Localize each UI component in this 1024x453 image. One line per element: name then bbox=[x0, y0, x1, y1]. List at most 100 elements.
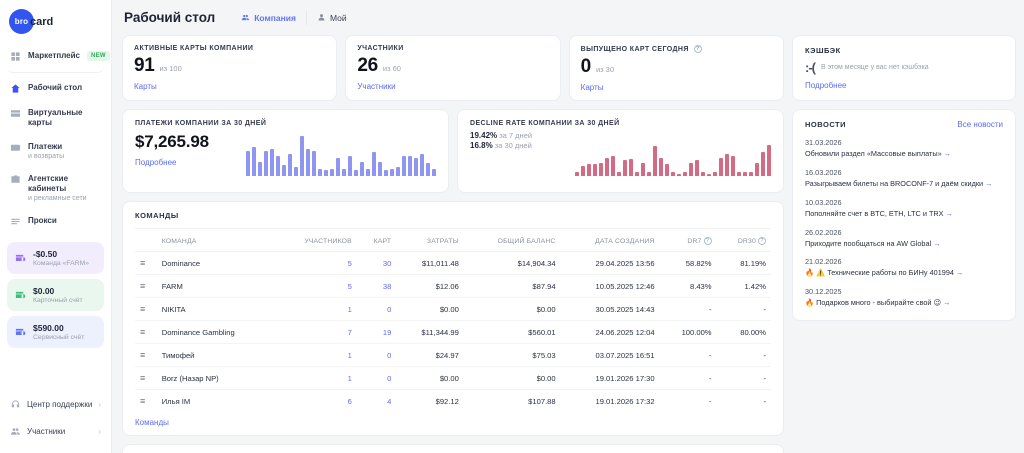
stat-suffix: из 30 bbox=[596, 65, 614, 74]
team-cards-link[interactable]: 0 bbox=[357, 298, 396, 321]
stat-card-link[interactable]: Участники bbox=[357, 82, 395, 91]
team-created: 19.01.2026 17:32 bbox=[561, 390, 660, 413]
wallet-texts: $0.00Карточный счёт bbox=[33, 286, 83, 304]
wallet-card-purple[interactable]: -$0.50Команда «FARM» bbox=[7, 242, 104, 274]
wallet-card-indigo[interactable]: $590.00Сервисный счёт bbox=[7, 316, 104, 348]
wallet-card-green[interactable]: $0.00Карточный счёт bbox=[7, 279, 104, 311]
row-menu-icon[interactable]: ≡ bbox=[140, 373, 145, 383]
brand-logo-word: card bbox=[30, 16, 53, 28]
sidebar-item-label: Рабочий стол bbox=[28, 83, 82, 93]
stat-card-2: ВЫПУЩЕНО КАРТ СЕГОДНЯ?0из 30Карты bbox=[569, 35, 784, 101]
news-item[interactable]: 30.12.2025🔥 Подарков много - выбирайте с… bbox=[805, 287, 1003, 308]
column-header: КОМАНДА bbox=[157, 229, 275, 252]
team-dr30: - bbox=[717, 390, 771, 413]
sidebar-item-прокси[interactable]: Прокси bbox=[7, 209, 104, 234]
chart-bar bbox=[426, 163, 430, 176]
chart-bar bbox=[294, 167, 298, 176]
team-cards-link[interactable]: 0 bbox=[357, 367, 396, 390]
row-menu-icon[interactable]: ≡ bbox=[140, 258, 145, 268]
chart-bar bbox=[731, 156, 735, 176]
team-spend: $92.12 bbox=[396, 390, 464, 413]
tab-компания[interactable]: Компания bbox=[231, 11, 306, 25]
column-header: ЗАТРАТЫ bbox=[396, 229, 464, 252]
wallet-texts: $590.00Сервисный счёт bbox=[33, 323, 84, 341]
team-balance: $75.03 bbox=[464, 344, 561, 367]
sidebar-footer-headset[interactable]: Центр поддержки› bbox=[7, 393, 104, 416]
team-spend: $12.06 bbox=[396, 275, 464, 298]
news-item[interactable]: 16.03.2026Разыгрываем билеты на BROCONF-… bbox=[805, 168, 1003, 189]
team-cards-link[interactable]: 30 bbox=[357, 252, 396, 275]
sidebar-item-маркетплейс[interactable]: МаркетплейсNEW bbox=[7, 44, 104, 73]
stats-row: АКТИВНЫЕ КАРТЫ КОМПАНИИ91из 100КартыУЧАС… bbox=[122, 35, 784, 101]
stat-card-link[interactable]: Карты bbox=[581, 83, 604, 92]
page-title: Рабочий стол bbox=[124, 10, 215, 25]
chart-bar bbox=[755, 163, 759, 176]
team-cards-link[interactable]: 19 bbox=[357, 321, 396, 344]
row-menu-icon[interactable]: ≡ bbox=[140, 327, 145, 337]
team-members-link[interactable]: 1 bbox=[275, 367, 357, 390]
sidebar-item-платежи[interactable]: Платежии возвраты bbox=[7, 135, 104, 167]
team-name: Dominance bbox=[157, 252, 275, 275]
team-dr7: - bbox=[660, 390, 717, 413]
chart-bar bbox=[599, 163, 603, 176]
sidebar-item-label: Прокси bbox=[28, 216, 57, 226]
sidebar-item-sublabel: и рекламные сети bbox=[28, 195, 101, 202]
wallet-amount: $590.00 bbox=[33, 323, 84, 333]
team-created: 29.04.2025 13:56 bbox=[561, 252, 660, 275]
stat-value: 26 bbox=[357, 55, 378, 77]
news-item[interactable]: 10.03.2026Пополняйте счет в BTC, ETH, LT… bbox=[805, 198, 1003, 219]
chart-bar bbox=[312, 151, 316, 176]
team-balance: $14,904.34 bbox=[464, 252, 561, 275]
tab-мой[interactable]: Мой bbox=[306, 11, 357, 25]
teams-link[interactable]: Команды bbox=[135, 418, 169, 427]
news-item[interactable]: 21.02.2026 🔥 ⚠️ Технические работы по БИН… bbox=[805, 257, 1003, 278]
chart-bar bbox=[743, 172, 747, 176]
team-dr30: - bbox=[717, 344, 771, 367]
brand-logo[interactable]: bro card bbox=[9, 9, 104, 34]
team-members-link[interactable]: 6 bbox=[275, 390, 357, 413]
all-news-link[interactable]: Все новости bbox=[957, 120, 1003, 129]
team-cards-link[interactable]: 4 bbox=[357, 390, 396, 413]
stat-card-link[interactable]: Карты bbox=[134, 82, 157, 91]
sidebar-nav: МаркетплейсNEW Рабочий стол Виртуальные ка… bbox=[7, 44, 104, 234]
team-balance: $0.00 bbox=[464, 298, 561, 321]
cashback-details-link[interactable]: Подробнее bbox=[805, 81, 847, 90]
team-dr7: 100.00% bbox=[660, 321, 717, 344]
chart-bar bbox=[677, 174, 681, 176]
chart-bar bbox=[246, 151, 250, 176]
chart-bar bbox=[372, 152, 376, 176]
team-members-link[interactable]: 1 bbox=[275, 298, 357, 321]
chart-bar bbox=[348, 156, 352, 176]
chart-bar bbox=[306, 149, 310, 176]
news-text: 🔥 ⚠️ Технические работы по БИНу 401994 → bbox=[805, 268, 1003, 278]
decline-rate-card: DECLINE RATE КОМПАНИИ ЗА 30 ДНЕЙ 19.42% … bbox=[457, 109, 784, 193]
team-members-link[interactable]: 5 bbox=[275, 252, 357, 275]
team-cards-link[interactable]: 38 bbox=[357, 275, 396, 298]
wallet-texts: -$0.50Команда «FARM» bbox=[33, 249, 89, 267]
stat-card-title: УЧАСТНИКИ bbox=[357, 45, 548, 52]
sidebar-item-label: Маркетплейс bbox=[28, 51, 80, 61]
sidebar-item-виртуальные-карты[interactable]: Виртуальные карты bbox=[7, 101, 104, 135]
sidebar-footer-people[interactable]: Участники› bbox=[7, 420, 104, 443]
team-members-link[interactable]: 5 bbox=[275, 275, 357, 298]
row-menu-icon[interactable]: ≡ bbox=[140, 350, 145, 360]
sidebar-item-агентские-кабинеты[interactable]: Агентские кабинетыи рекламные сети bbox=[7, 167, 104, 209]
row-menu-icon[interactable]: ≡ bbox=[140, 396, 145, 406]
team-members-link[interactable]: 7 bbox=[275, 321, 357, 344]
arrow-right-icon: → bbox=[933, 239, 940, 248]
news-card: НОВОСТИ Все новости 31.03.2026Обновили р… bbox=[792, 109, 1016, 321]
news-date: 10.03.2026 bbox=[805, 198, 1003, 207]
cashback-title: КЭШБЭК bbox=[805, 46, 1003, 55]
payments-details-link[interactable]: Подробнее bbox=[135, 158, 177, 167]
row-menu-icon[interactable]: ≡ bbox=[140, 304, 145, 314]
news-item[interactable]: 26.02.2026Приходите пообщаться на AW Glo… bbox=[805, 228, 1003, 249]
team-spend: $11,344.99 bbox=[396, 321, 464, 344]
team-members-link[interactable]: 1 bbox=[275, 344, 357, 367]
news-item[interactable]: 31.03.2026Обновили раздел «Массовые выпл… bbox=[805, 138, 1003, 159]
team-cards-link[interactable]: 0 bbox=[357, 344, 396, 367]
arrow-right-icon: → bbox=[985, 179, 992, 188]
chart-bar bbox=[270, 149, 274, 176]
row-menu-icon[interactable]: ≡ bbox=[140, 281, 145, 291]
news-date: 21.02.2026 bbox=[805, 257, 1003, 266]
sidebar-item-рабочий-стол[interactable]: Рабочий стол bbox=[7, 76, 104, 101]
